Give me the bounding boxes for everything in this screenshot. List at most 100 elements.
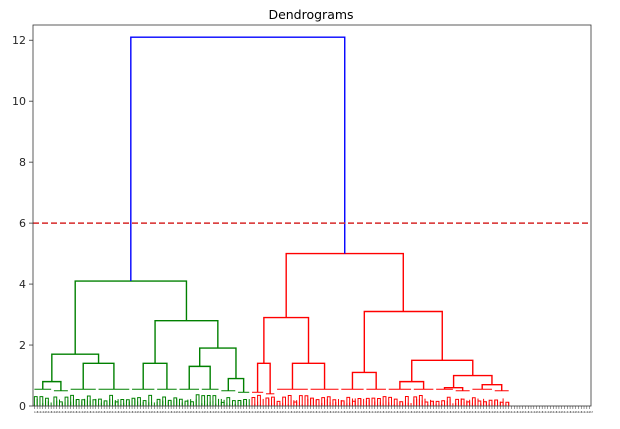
x-tick-label: 1 xyxy=(379,411,384,414)
x-tick-label: 1 xyxy=(192,411,197,414)
x-tick-label: 1 xyxy=(268,411,273,414)
x-tick-label: 1 xyxy=(204,411,209,414)
leaf-merge-link xyxy=(86,395,91,406)
leaf-merge-link xyxy=(98,398,102,406)
x-tick-label: 1 xyxy=(212,411,217,414)
x-tick-label: 1 xyxy=(142,411,147,414)
leaf-merge-link xyxy=(114,401,119,406)
leaf-merge-link xyxy=(70,394,74,406)
x-tick-label: 1 xyxy=(513,411,518,414)
x-tick-label: 1 xyxy=(176,411,181,414)
x-tick-label: 1 xyxy=(56,411,61,414)
x-tick-label: 1 xyxy=(510,411,515,414)
x-tick-label: 1 xyxy=(477,411,482,414)
x-tick-label: 1 xyxy=(287,411,292,414)
x-tick-label: 1 xyxy=(494,411,499,414)
x-tick-label: 1 xyxy=(343,411,348,414)
leaf-merge-link xyxy=(393,398,398,406)
x-tick-label: 1 xyxy=(522,411,527,414)
dendrogram-links xyxy=(33,36,510,406)
x-tick-label: 1 xyxy=(61,411,66,414)
leaf-merge-link xyxy=(125,399,130,406)
leaf-merge-link xyxy=(351,400,356,406)
x-tick-label: 1 xyxy=(575,411,580,414)
x-tick-label: 1 xyxy=(134,411,139,414)
x-tick-label: 1 xyxy=(483,411,488,414)
leaf-merge-link xyxy=(494,399,499,406)
x-tick-label: 1 xyxy=(388,411,393,414)
x-tick-label: 1 xyxy=(220,411,225,414)
x-tick-label: 1 xyxy=(480,411,485,414)
leaf-merge-link xyxy=(424,401,429,406)
x-tick-label: 1 xyxy=(416,411,421,414)
leaf-merge-link xyxy=(418,394,423,406)
x-tick-label: 1 xyxy=(100,411,105,414)
x-tick-label: 1 xyxy=(89,411,94,414)
leaf-merge-link xyxy=(346,396,351,406)
leaf-merge-link xyxy=(321,397,326,406)
x-tick-label: 1 xyxy=(430,411,435,414)
leaf-merge-link xyxy=(75,399,80,406)
leaf-merge-link xyxy=(340,400,345,406)
x-tick-label: 1 xyxy=(209,411,214,414)
x-tick-label: 1 xyxy=(527,411,532,414)
x-tick-label: 1 xyxy=(357,411,362,414)
x-tick-label: 1 xyxy=(502,411,507,414)
x-tick-label: 1 xyxy=(148,411,153,414)
leaf-merge-link xyxy=(226,397,231,406)
x-tick-label: 1 xyxy=(508,411,513,414)
x-tick-label: 1 xyxy=(418,411,423,414)
leaf-merge-link xyxy=(332,399,337,406)
x-tick-label: 1 xyxy=(326,411,331,414)
x-tick-label: 1 xyxy=(530,411,535,414)
leaf-merge-link xyxy=(206,395,211,406)
leaf-merge-link xyxy=(178,398,183,406)
leaf-merge-link xyxy=(382,396,387,406)
x-tick-label: 1 xyxy=(324,411,329,414)
x-tick-label: 1 xyxy=(273,411,278,414)
x-tick-label: 1 xyxy=(304,411,309,414)
x-tick-label: 1 xyxy=(441,411,446,414)
leaf-merge-link xyxy=(388,396,393,406)
x-tick-label: 1 xyxy=(218,411,223,414)
x-tick-label: 1 xyxy=(435,411,440,414)
y-axis: 0 2 4 6 8 10 12 xyxy=(12,34,33,413)
leaf-merge-link xyxy=(109,394,114,406)
leaf-merge-link xyxy=(81,399,86,406)
x-tick-label: 1 xyxy=(282,411,287,414)
x-tick-label: 1 xyxy=(47,411,52,414)
leaf-merge-link xyxy=(293,401,298,406)
leaf-merge-link xyxy=(103,400,108,406)
x-tick-label: 1 xyxy=(349,411,354,414)
x-tick-label: 1 xyxy=(137,411,142,414)
x-tick-label: 1 xyxy=(78,411,83,414)
x-tick-label: 1 xyxy=(524,411,529,414)
x-tick-label: 1 xyxy=(444,411,449,414)
x-tick-label: 1 xyxy=(558,411,563,414)
leaf-merge-link xyxy=(404,395,409,406)
x-tick-label: 1 xyxy=(262,411,267,414)
leaf-merge-link xyxy=(201,395,206,406)
x-tick-label: 1 xyxy=(106,411,111,414)
x-tick-label: 1 xyxy=(410,411,415,414)
y-tick-label: 4 xyxy=(19,278,26,291)
x-tick-label: 1 xyxy=(109,411,114,414)
leaf-merge-link xyxy=(304,395,309,406)
leaf-merge-link xyxy=(257,394,261,406)
x-tick-label: 1 xyxy=(569,411,574,414)
x-tick-label: 1 xyxy=(67,411,72,414)
leaf-merge-link xyxy=(315,399,320,406)
leaf-merge-link xyxy=(441,400,446,406)
x-tick-label: 1 xyxy=(98,411,103,414)
x-tick-label: 1 xyxy=(455,411,460,414)
x-tick-label: 1 xyxy=(245,411,250,414)
leaf-merge-link xyxy=(477,400,482,406)
leaf-merge-link xyxy=(33,396,38,406)
leaf-merge-link xyxy=(326,396,331,406)
x-tick-label: 1 xyxy=(460,411,465,414)
x-tick-label: 1 xyxy=(563,411,568,414)
x-tick-label: 1 xyxy=(231,411,236,414)
leaf-merge-link xyxy=(357,398,362,406)
x-tick-label: 1 xyxy=(421,411,426,414)
x-tick-label: 1 xyxy=(544,411,549,414)
